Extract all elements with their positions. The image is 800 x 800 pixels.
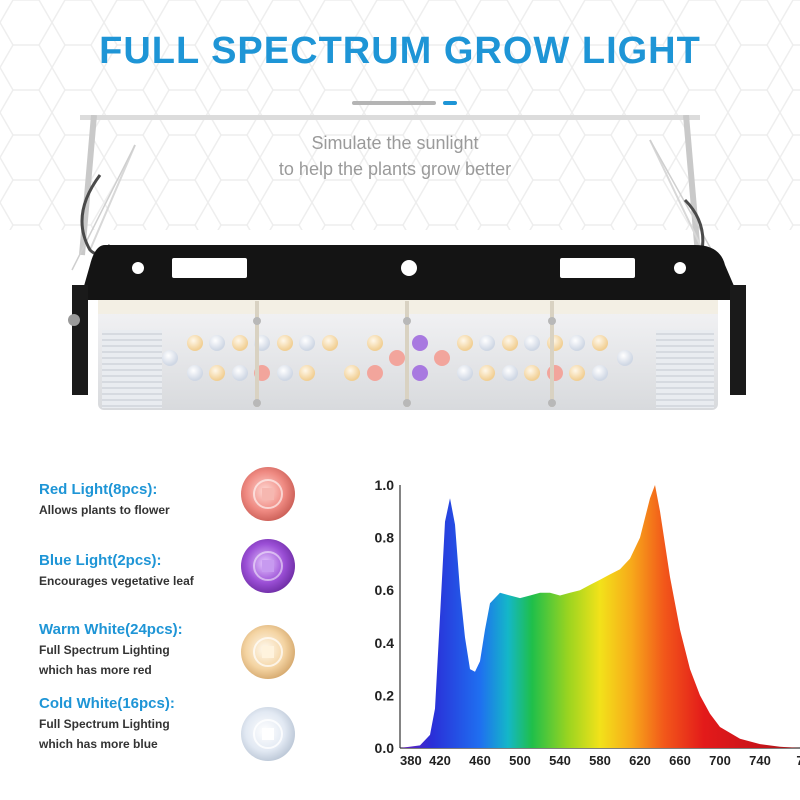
red-led-image: [241, 467, 295, 521]
feature-description: which has more blue: [39, 737, 158, 751]
cold-white-led-image: [241, 707, 295, 761]
feature-title: Cold White(16pcs):: [39, 695, 175, 712]
y-tick-label: 0.8: [375, 530, 395, 546]
x-tick-label: 580: [589, 753, 611, 768]
page-title: FULL SPECTRUM GROW LIGHT: [99, 30, 701, 72]
feature-cold-white: Cold White(16pcs): Full Spectrum Lightin…: [39, 695, 269, 754]
feature-title: Red Light(8pcs):: [39, 481, 158, 498]
x-tick-label: 700: [709, 753, 731, 768]
feature-description: Allows plants to flower: [39, 503, 170, 517]
x-tick-label: 740: [749, 753, 771, 768]
tagline-line-1: Simulate the sunlight: [311, 133, 479, 153]
x-tick-label: 7: [796, 753, 800, 768]
feature-title: Warm White(24pcs):: [39, 621, 183, 638]
warm-white-led-image: [241, 625, 295, 679]
feature-warm-white: Warm White(24pcs): Full Spectrum Lightin…: [39, 621, 269, 680]
title-divider: [352, 101, 436, 105]
feature-description: Full Spectrum Lighting: [39, 717, 170, 731]
x-tick-label: 620: [629, 753, 651, 768]
feature-blue-light: Blue Light(2pcs): Encourages vegetative …: [39, 552, 269, 591]
blue-led-image: [241, 539, 295, 593]
feature-red-light: Red Light(8pcs): Allows plants to flower: [39, 481, 269, 520]
x-tick-label: 660: [669, 753, 691, 768]
feature-description: which has more red: [39, 663, 152, 677]
spectrum-area: [400, 485, 800, 748]
y-tick-label: 0.4: [375, 635, 395, 651]
y-tick-label: 0.6: [375, 582, 395, 598]
feature-description: Full Spectrum Lighting: [39, 643, 170, 657]
y-tick-label: 1.0: [375, 477, 395, 493]
feature-title: Blue Light(2pcs):: [39, 552, 162, 569]
y-tick-label: 0.2: [375, 687, 395, 703]
feature-description: Encourages vegetative leaf: [39, 574, 194, 588]
tagline-line-2: to help the plants grow better: [278, 159, 512, 179]
y-tick-label: 0.0: [375, 740, 395, 756]
x-tick-label: 380: [400, 753, 422, 768]
spectrum-chart: 0.0 0.2 0.4 0.6 0.8 1.0 380 420 460 500 540 580 620…: [375, 477, 800, 768]
grow-light-product-image: [68, 115, 746, 410]
x-tick-label: 420: [429, 753, 451, 768]
x-tick-label: 540: [549, 753, 571, 768]
title-divider-accent: [443, 101, 457, 105]
x-tick-label: 500: [509, 753, 531, 768]
x-tick-label: 460: [469, 753, 491, 768]
